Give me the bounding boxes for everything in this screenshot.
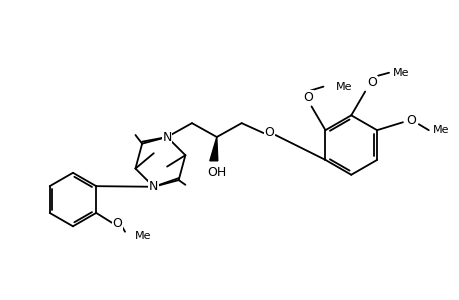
Text: O: O [303,91,313,104]
Text: O: O [112,217,122,230]
Text: Me: Me [335,82,351,92]
Polygon shape [209,137,217,161]
Text: Me: Me [134,231,151,241]
Text: N: N [149,180,158,193]
Text: N: N [162,130,171,143]
Text: Me: Me [432,125,448,135]
Text: Me: Me [392,68,409,78]
Text: OH: OH [207,166,226,179]
Text: O: O [366,76,376,89]
Text: O: O [264,126,274,139]
Text: O: O [405,114,415,127]
